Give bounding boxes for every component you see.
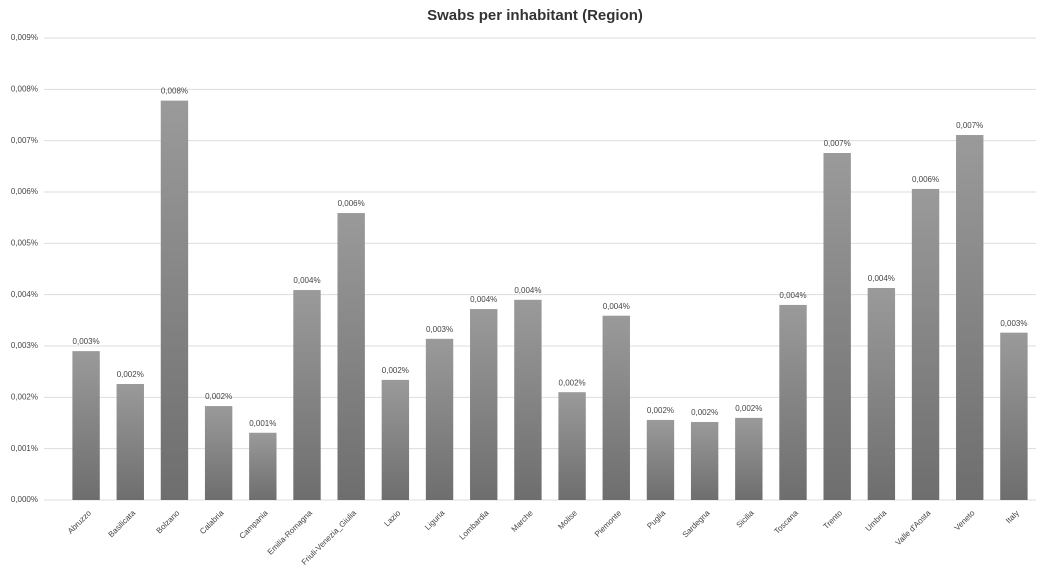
value-label: 0,002% <box>559 378 586 387</box>
value-label: 0,007% <box>824 139 851 148</box>
x-tick-label: Lombardia <box>458 508 491 541</box>
x-tick-label: Toscana <box>772 508 800 536</box>
bar <box>337 213 365 500</box>
x-tick-label: Puglia <box>645 508 667 530</box>
bar <box>646 419 675 500</box>
y-tick-label: 0,008% <box>11 84 38 93</box>
bar <box>602 315 630 500</box>
x-tick-label: Calabria <box>198 508 226 536</box>
bar <box>1000 332 1028 500</box>
bar <box>425 338 454 500</box>
value-label: 0,001% <box>249 419 276 428</box>
value-label: 0,004% <box>603 302 630 311</box>
value-label: 0,002% <box>382 366 409 375</box>
value-label: 0,002% <box>205 392 232 401</box>
bar <box>735 417 763 500</box>
value-label: 0,003% <box>426 325 453 334</box>
bar <box>72 351 100 500</box>
bar <box>381 379 410 500</box>
bar <box>911 188 940 501</box>
value-label: 0,007% <box>956 121 983 130</box>
x-tick-label: Molise <box>556 508 579 531</box>
y-tick-label: 0,007% <box>11 136 38 145</box>
x-tick-label: Valle d'Aosta <box>894 508 933 547</box>
value-label: 0,002% <box>691 408 718 417</box>
x-tick-label: Italy <box>1004 509 1021 526</box>
value-label: 0,004% <box>293 276 320 285</box>
x-tick-label: Basilicata <box>107 508 138 539</box>
value-label: 0,008% <box>161 87 188 96</box>
y-tick-label: 0,009% <box>11 33 38 42</box>
bar <box>204 406 233 500</box>
x-tick-label: Liguria <box>423 508 447 532</box>
x-tick-label: Sicilia <box>735 508 757 530</box>
x-tick-label: Trento <box>822 508 845 531</box>
bar <box>249 432 277 500</box>
bar <box>293 290 321 500</box>
y-tick-label: 0,000% <box>11 495 38 504</box>
bar <box>160 100 189 501</box>
x-tick-label: Umbria <box>864 508 889 533</box>
bar <box>779 304 807 500</box>
x-tick-label: Sardegna <box>681 508 712 539</box>
bar <box>470 309 498 500</box>
x-tick-label: Emilia-Romagna <box>266 508 315 557</box>
value-label: 0,004% <box>779 291 806 300</box>
value-label: 0,003% <box>1000 319 1027 328</box>
bar <box>690 421 719 500</box>
value-label: 0,002% <box>117 370 144 379</box>
x-tick-label: Campania <box>238 508 271 541</box>
x-tick-label: Bolzano <box>155 508 182 535</box>
value-label: 0,006% <box>912 175 939 184</box>
bar <box>116 383 144 500</box>
x-tick-label: Abruzzo <box>66 508 94 536</box>
value-label: 0,006% <box>338 199 365 208</box>
value-label: 0,003% <box>73 337 100 346</box>
value-label: 0,002% <box>735 404 762 413</box>
x-tick-label: Piemonte <box>593 508 624 539</box>
y-tick-label: 0,003% <box>11 341 38 350</box>
value-label: 0,004% <box>868 274 895 283</box>
bar <box>867 287 896 500</box>
x-tick-label: Veneto <box>953 508 977 532</box>
y-tick-label: 0,005% <box>11 238 38 247</box>
bar <box>558 392 586 500</box>
y-tick-label: 0,004% <box>11 290 38 299</box>
value-label: 0,004% <box>514 286 541 295</box>
bar <box>823 152 851 500</box>
chart-title: Swabs per inhabitant (Region) <box>427 7 643 24</box>
value-label: 0,004% <box>470 295 497 304</box>
x-tick-label: Lazio <box>382 508 402 528</box>
y-tick-label: 0,002% <box>11 392 38 401</box>
bar <box>956 135 984 500</box>
y-tick-label: 0,006% <box>11 187 38 196</box>
y-tick-label: 0,001% <box>11 444 38 453</box>
value-label: 0,002% <box>647 406 674 415</box>
x-tick-label: Marche <box>510 508 536 534</box>
bar <box>514 299 542 500</box>
